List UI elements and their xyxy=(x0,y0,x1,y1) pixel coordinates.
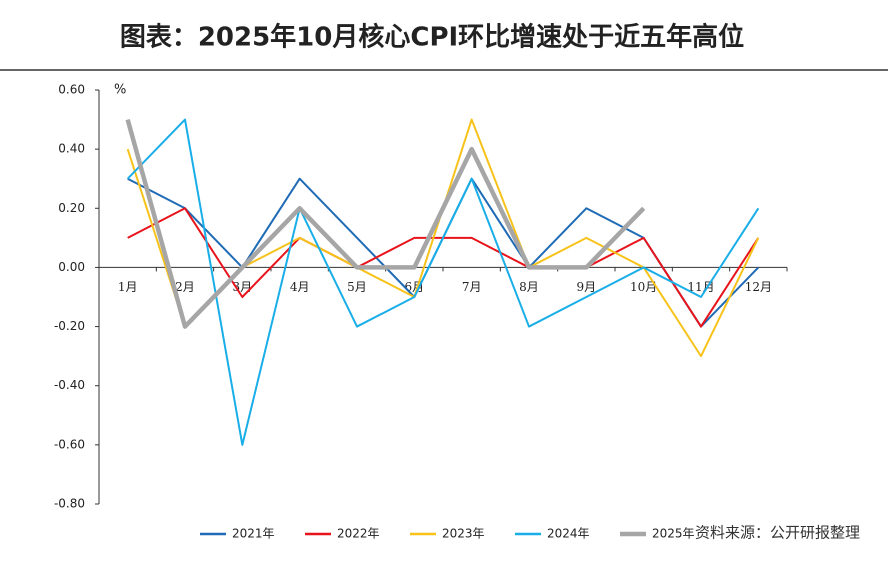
y-tick-label: -0.80 xyxy=(54,497,85,511)
legend-label: 2022年 xyxy=(337,527,380,541)
x-tick-label: 4月 xyxy=(290,280,310,294)
y-axis-label: % xyxy=(114,83,126,98)
legend-label: 2021年 xyxy=(232,527,275,541)
y-tick-label: -0.40 xyxy=(54,378,85,392)
series-line xyxy=(126,118,760,446)
legend-label: 2024年 xyxy=(547,527,590,541)
x-tick-label: 2月 xyxy=(175,280,195,294)
y-tick-label: 0.60 xyxy=(58,83,85,97)
source-note: 资料来源：公开研报整理 xyxy=(695,524,860,542)
x-tick-label: 7月 xyxy=(462,280,482,294)
chart-title: 图表：2025年10月核心CPI环比增速处于近五年高位 xyxy=(120,22,744,53)
series-line xyxy=(127,177,760,328)
y-tick-label: 0.00 xyxy=(58,260,85,274)
legend-label: 2025年 xyxy=(652,527,695,541)
x-tick-label: 1月 xyxy=(118,280,138,294)
y-tick-label: 0.20 xyxy=(58,201,85,215)
y-tick-label: -0.20 xyxy=(54,319,85,333)
x-tick-label: 5月 xyxy=(347,280,367,294)
series-line xyxy=(125,118,646,329)
x-tick-label: 12月 xyxy=(745,280,772,294)
legend-label: 2023年 xyxy=(442,527,485,541)
x-tick-label: 11月 xyxy=(687,280,714,294)
x-tick-label: 9月 xyxy=(577,280,597,294)
x-tick-label: 8月 xyxy=(519,280,539,294)
y-tick-label: 0.40 xyxy=(58,142,85,156)
x-tick-label: 10月 xyxy=(630,280,657,294)
y-tick-label: -0.60 xyxy=(54,437,85,451)
